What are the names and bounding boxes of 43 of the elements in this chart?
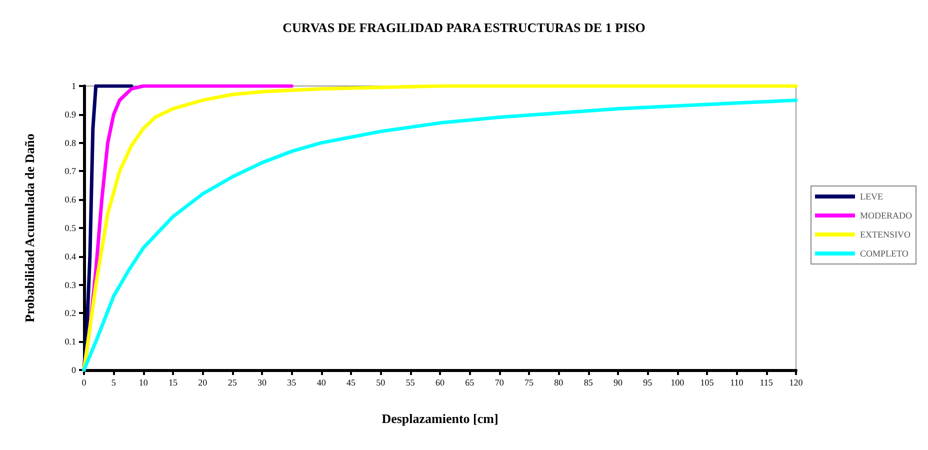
x-tick-label: 0 [82,378,87,388]
x-tick-label: 45 [346,378,356,388]
legend-label: COMPLETO [860,248,909,258]
x-tick-label: 100 [670,378,685,388]
chart-title: CURVAS DE FRAGILIDAD PARA ESTRUCTURAS DE 1 PISO [282,20,646,35]
legend-label: EXTENSIVO [860,230,911,240]
x-tick-label: 15 [168,378,178,388]
x-tick-label: 60 [436,378,445,388]
y-tick-label: 0.4 [64,251,76,262]
x-tick-label: 105 [700,378,714,388]
x-tick-label: 65 [465,378,475,388]
x-tick-label: 35 [287,378,297,388]
y-tick-label: 0 [72,365,76,375]
x-tick-label: 30 [258,378,267,388]
x-tick-label: 85 [584,378,594,388]
x-tick-label: 5 [111,378,116,388]
x-tick-label: 25 [228,378,238,388]
x-tick-label: 80 [554,378,564,388]
legend-label: LEVE [860,192,884,202]
y-tick-label: 0.2 [64,308,76,318]
x-axis-title: Desplazamiento [cm] [382,411,498,426]
x-tick-label: 10 [138,378,148,388]
y-axis-title: Probabilidad Acumulada de Daño [22,134,37,322]
x-tick-label: 20 [198,378,208,388]
y-tick-label: 0.7 [64,166,76,176]
y-tick-label: 1 [72,81,76,91]
y-tick-label: 0.1 [64,336,76,347]
y-tick-label: 0.6 [64,194,76,205]
y-tick-label: 0.8 [64,138,76,148]
y-tick-label: 0.3 [64,280,76,290]
x-tick-label: 40 [316,378,326,388]
x-tick-label: 120 [789,378,804,388]
x-tick-label: 55 [406,378,416,388]
x-tick-label: 110 [730,378,744,388]
y-tick-label: 0.5 [64,223,76,233]
x-tick-label: 90 [614,378,623,388]
x-tick-label: 95 [643,378,653,388]
x-tick-label: 70 [494,378,504,388]
y-tick-label: 0.9 [64,109,76,120]
x-tick-label: 115 [760,378,774,388]
x-tick-label: 75 [524,378,534,388]
legend-label: MODERADO [860,210,912,220]
x-tick-label: 50 [376,378,386,388]
